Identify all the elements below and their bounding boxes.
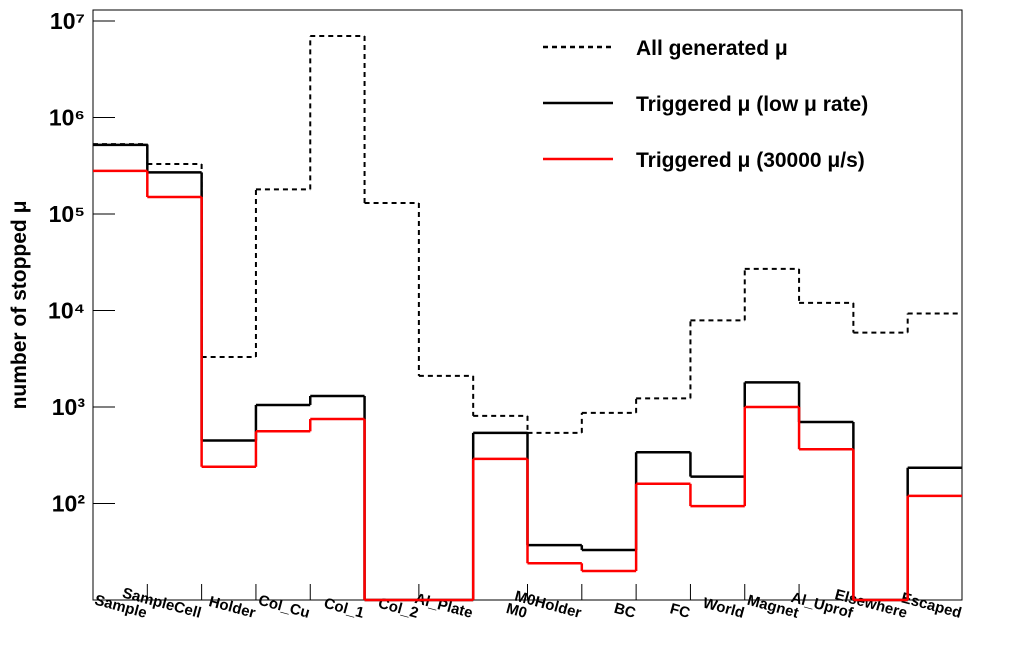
y-tick-label: 10⁴	[48, 297, 85, 323]
legend-label: Triggered μ (low μ rate)	[636, 93, 868, 116]
x-tick-label: Holder	[207, 593, 257, 622]
x-tick-label: Col_1	[322, 595, 366, 622]
x-tick-label: FC	[668, 600, 692, 622]
legend-label: All generated μ	[636, 37, 788, 60]
y-tick-label: 10²	[52, 490, 86, 516]
legend-label: Triggered μ (30000 μ/s)	[636, 149, 865, 172]
x-tick-label: Col_Cu	[257, 592, 312, 622]
x-tick-label: BC	[612, 600, 637, 622]
y-axis-title: number of stopped μ	[8, 201, 31, 410]
x-tick-label: Al_Plate	[413, 590, 475, 622]
y-tick-label: 10⁵	[49, 201, 85, 227]
x-tick-label: World	[701, 595, 746, 622]
y-tick-label: 10³	[52, 394, 86, 420]
x-tick-label: M0	[504, 600, 529, 622]
y-tick-label: 10⁶	[49, 104, 85, 130]
y-tick-label: 10⁷	[50, 8, 85, 34]
x-tick-label: Escaped	[899, 589, 963, 621]
